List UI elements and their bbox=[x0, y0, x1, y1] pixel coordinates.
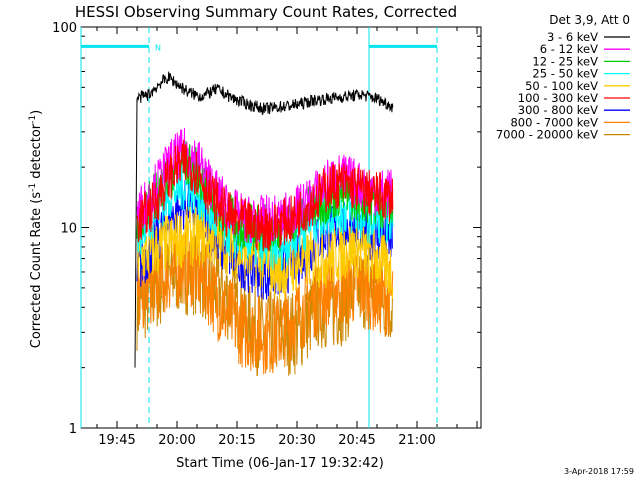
series-line-0 bbox=[134, 71, 394, 368]
y-axis-label: Corrected Count Rate (s-1 detector-1) bbox=[28, 110, 44, 348]
y-tick-label: 1 bbox=[69, 422, 77, 437]
x-tick-label: 20:15 bbox=[218, 433, 255, 448]
y-axis-label-sup1: -1 bbox=[28, 183, 38, 192]
legend-header: Det 3,9, Att 0 bbox=[549, 13, 630, 27]
y-axis-label-part2: detector bbox=[29, 123, 44, 183]
y-axis-label-part1: Corrected Count Rate (s bbox=[29, 192, 44, 349]
x-tick-label: 20:00 bbox=[158, 433, 195, 448]
legend-label: 7000 - 20000 keV bbox=[496, 128, 598, 142]
legend-label: 50 - 100 keV bbox=[525, 79, 598, 93]
series-line-5 bbox=[136, 139, 394, 252]
y-tick-label: 10 bbox=[60, 222, 77, 237]
series-lines bbox=[134, 71, 394, 377]
x-tick-label: 20:30 bbox=[278, 433, 315, 448]
chart-title: HESSI Observing Summary Count Rates, Cor… bbox=[75, 3, 457, 21]
night-label: N bbox=[155, 43, 161, 52]
legend-label: 12 - 25 keV bbox=[532, 54, 598, 68]
series-line-3 bbox=[136, 163, 394, 272]
y-tick-label: 100 bbox=[52, 21, 77, 36]
y-axis-label-sup2: -1 bbox=[28, 115, 38, 124]
x-tick-label: 20:45 bbox=[338, 433, 375, 448]
legend-label: 800 - 7000 keV bbox=[510, 115, 598, 129]
x-tick-label: 21:00 bbox=[398, 433, 435, 448]
legend-label: 100 - 300 keV bbox=[518, 91, 598, 105]
x-axis-label: Start Time (06-Jan-17 19:32:42) bbox=[176, 456, 384, 471]
legend-label: 300 - 800 keV bbox=[518, 103, 598, 117]
legend-label: 3 - 6 keV bbox=[547, 30, 598, 44]
x-tick-label: 19:45 bbox=[98, 433, 135, 448]
legend-label: 6 - 12 keV bbox=[540, 42, 598, 56]
y-axis-label-part3: ) bbox=[29, 110, 44, 115]
series-line-7 bbox=[136, 228, 394, 375]
legend-label: 25 - 50 keV bbox=[532, 67, 598, 81]
timestamp: 3-Apr-2018 17:59 bbox=[564, 467, 634, 476]
plot-area: 19:45 20:00 20:15 20:30 20:45 21:00 1 10 100 N bbox=[52, 21, 482, 448]
x-axis-ticks: 19:45 20:00 20:15 20:30 20:45 21:00 bbox=[96, 27, 478, 448]
